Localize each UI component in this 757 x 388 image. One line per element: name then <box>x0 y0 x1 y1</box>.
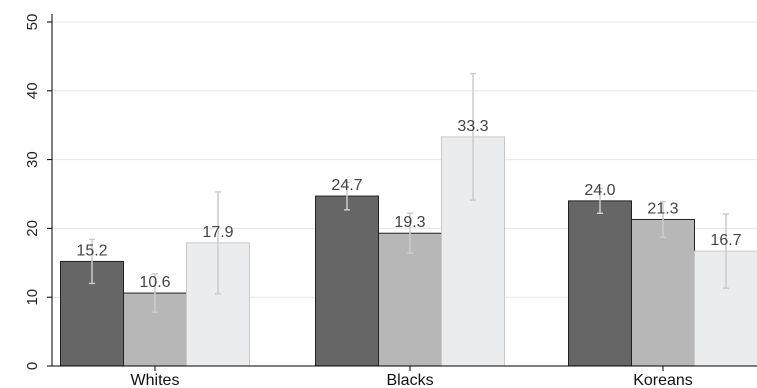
bar <box>631 218 695 367</box>
data-label: 33.3 <box>457 118 488 135</box>
y-tick-label: 10 <box>24 289 41 306</box>
x-tick-label: Whites <box>131 372 180 388</box>
y-tick-label: 50 <box>24 14 41 31</box>
bars <box>60 136 757 367</box>
data-label: 16.7 <box>710 232 741 249</box>
y-tick-label: 0 <box>24 362 41 370</box>
data-label: 10.6 <box>139 274 170 291</box>
error-bars <box>89 72 729 314</box>
bar <box>315 195 379 367</box>
data-label: 24.0 <box>584 182 615 199</box>
x-tick-label: Blacks <box>386 372 433 388</box>
data-label: 21.3 <box>647 200 678 217</box>
data-label: 15.2 <box>76 242 107 259</box>
y-tick-label: 40 <box>24 82 41 99</box>
y-tick-label: 20 <box>24 220 41 237</box>
data-label: 17.9 <box>202 224 233 241</box>
axes: 0 10 20 30 40 50 Whites Blacks Koreans <box>24 14 757 388</box>
x-tick-label: Koreans <box>633 372 693 388</box>
data-label: 24.7 <box>331 177 362 194</box>
data-labels: 15.2 24.7 24.0 10.6 19.3 21.3 17.9 33.3 16.7 <box>76 118 741 291</box>
data-label: 19.3 <box>394 214 425 231</box>
y-tick-label: 30 <box>24 151 41 168</box>
bar <box>568 200 632 367</box>
